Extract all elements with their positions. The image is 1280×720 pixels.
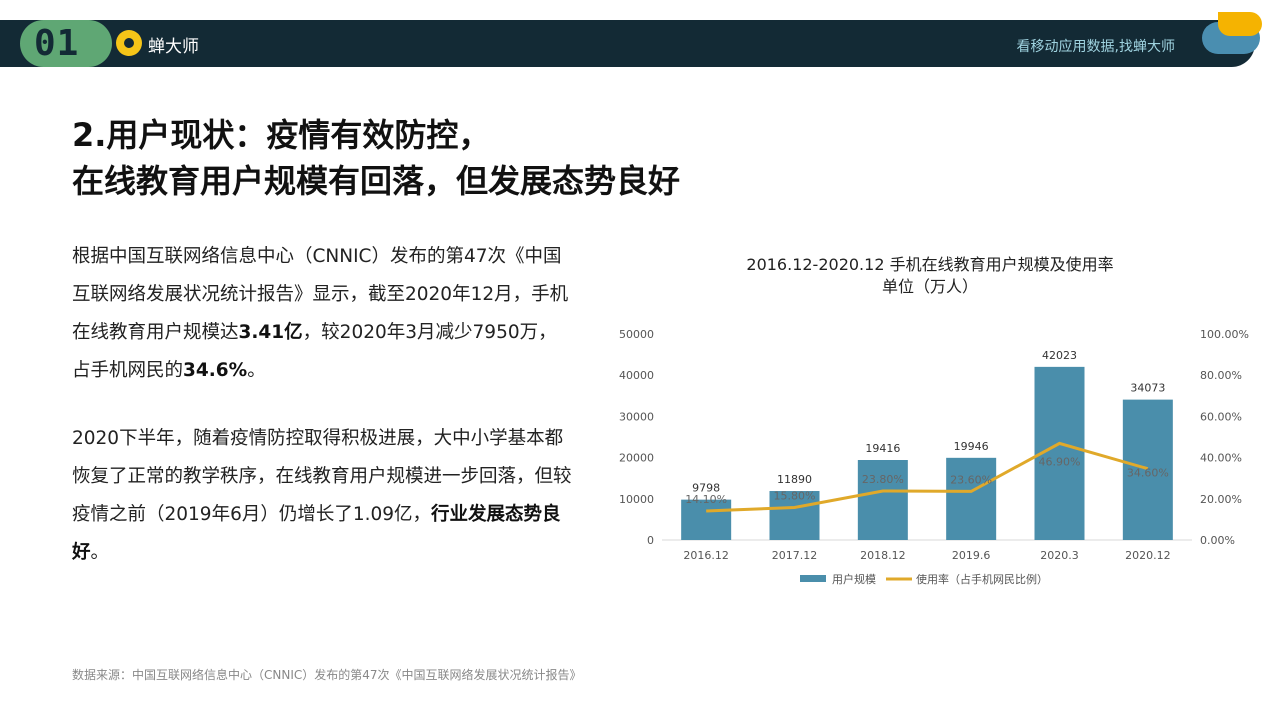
section-number: 01 bbox=[34, 23, 80, 64]
y-right-tick-label: 100.00% bbox=[1200, 328, 1249, 341]
section-number-pill: 01 bbox=[20, 20, 112, 67]
p2-text-a: 2020下半年，随着疫情防控取得积极进展，大中小学基本都恢复了正常的教学秩序，在… bbox=[72, 428, 572, 525]
bar bbox=[769, 491, 820, 540]
cicada-logo-icon bbox=[116, 30, 142, 56]
p1-text-e: 。 bbox=[247, 360, 266, 381]
bar-value-label: 34073 bbox=[1130, 382, 1165, 395]
rate-value-label: 34.60% bbox=[1127, 467, 1169, 480]
bar-value-label: 11890 bbox=[777, 473, 812, 486]
y-right-tick-label: 80.00% bbox=[1200, 369, 1242, 382]
data-source-note: 数据来源：中国互联网络信息中心（CNNIC）发布的第47次《中国互联网络发展状况… bbox=[72, 668, 582, 682]
y-left-tick-label: 50000 bbox=[619, 328, 654, 341]
y-left-tick-label: 0 bbox=[647, 534, 654, 547]
rate-value-label: 15.80% bbox=[774, 489, 816, 502]
p2-text-c: 。 bbox=[90, 542, 110, 563]
bar-value-label: 9798 bbox=[692, 482, 720, 495]
bar-value-label: 19946 bbox=[954, 440, 989, 453]
bar bbox=[681, 499, 732, 540]
y-right-tick-label: 60.00% bbox=[1200, 410, 1242, 423]
p2-highlight: 行业发展态势良好 bbox=[72, 504, 561, 563]
chart-title-block: 2016.12-2020.12 手机在线教育用户规模及使用率 单位（万人） bbox=[620, 254, 1240, 298]
y-right-tick-label: 0.00% bbox=[1200, 534, 1235, 547]
legend-line-label: 使用率（占手机网民比例） bbox=[916, 572, 1048, 586]
y-right-tick-label: 40.00% bbox=[1200, 452, 1242, 465]
p1-text-a: 根据中国互联网络信息中心（CNNIC）发布的第47次《中国互联网络发展状况统计报… bbox=[72, 246, 569, 343]
p1-highlight-users: 3.41亿 bbox=[238, 322, 303, 343]
bar bbox=[1122, 399, 1173, 540]
bar bbox=[857, 460, 908, 540]
decorative-yellow-shape bbox=[1218, 12, 1262, 36]
combo-chart: 0 10000 20000 30000 40000 50000 0.00% 20.00% 40.… bbox=[619, 328, 1249, 586]
title-line-1: 2.用户现状：疫情有效防控， bbox=[72, 116, 491, 154]
body-text: 根据中国互联网络信息中心（CNNIC）发布的第47次《中国互联网络发展状况统计报… bbox=[72, 238, 572, 602]
p1-highlight-rate: 34.6% bbox=[183, 360, 248, 381]
bar-value-label: 42023 bbox=[1042, 349, 1077, 362]
rate-value-label: 23.80% bbox=[862, 473, 904, 486]
title-line-2: 在线教育用户规模有回落，但发展态势良好 bbox=[72, 162, 681, 200]
rate-value-label: 23.60% bbox=[950, 473, 992, 486]
bar bbox=[946, 457, 997, 540]
header-slogan: 看移动应用数据,找蝉大师 bbox=[1016, 39, 1175, 55]
rate-value-label: 46.90% bbox=[1039, 455, 1081, 468]
x-tick-label: 2017.12 bbox=[772, 549, 818, 562]
y-left-tick-label: 20000 bbox=[619, 452, 654, 465]
x-tick-label: 2020.12 bbox=[1125, 549, 1171, 562]
legend-bar-swatch bbox=[800, 575, 826, 582]
x-tick-label: 2020.3 bbox=[1040, 549, 1079, 562]
paragraph-1: 根据中国互联网络信息中心（CNNIC）发布的第47次《中国互联网络发展状况统计报… bbox=[72, 238, 572, 390]
x-tick-label: 2018.12 bbox=[860, 549, 906, 562]
y-left-tick-label: 40000 bbox=[619, 369, 654, 382]
paragraph-2: 2020下半年，随着疫情防控取得积极进展，大中小学基本都恢复了正常的教学秩序，在… bbox=[72, 420, 572, 572]
p1-text-c: ，较2020年3月减少7950万，占手机网民的 bbox=[72, 322, 557, 381]
page-title: 2.用户现状：疫情有效防控， 在线教育用户规模有回落，但发展态势良好 bbox=[72, 112, 680, 204]
legend-bar-label: 用户规模 bbox=[832, 572, 876, 586]
x-tick-label: 2019.6 bbox=[952, 549, 991, 562]
x-tick-label: 2016.12 bbox=[683, 549, 729, 562]
logo-text: 蝉大师 bbox=[148, 37, 199, 57]
y-right-tick-label: 20.00% bbox=[1200, 493, 1242, 506]
chart-title: 2016.12-2020.12 手机在线教育用户规模及使用率 bbox=[746, 255, 1114, 274]
header-bar bbox=[0, 20, 1255, 67]
y-left-tick-label: 30000 bbox=[619, 410, 654, 423]
rate-value-label: 14.10% bbox=[685, 493, 727, 506]
bar-value-label: 19416 bbox=[865, 442, 900, 455]
y-left-tick-label: 10000 bbox=[619, 493, 654, 506]
usage-rate-line bbox=[706, 441, 1149, 513]
chart-subtitle: 单位（万人） bbox=[881, 277, 978, 296]
